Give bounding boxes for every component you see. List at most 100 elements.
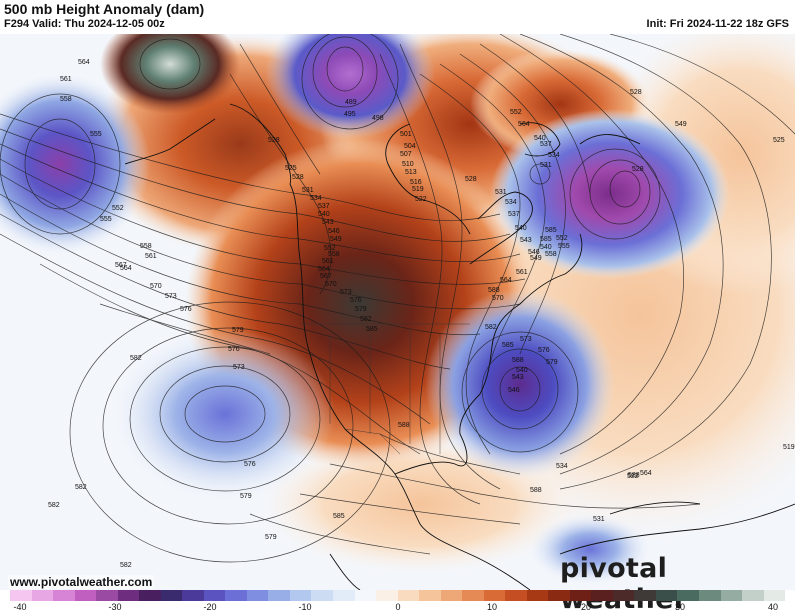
- contour-label: 519: [412, 186, 424, 193]
- contour-label: 552: [324, 245, 336, 252]
- contour-label: 543: [512, 374, 524, 381]
- contour-label: 549: [330, 236, 342, 243]
- contour-label: 549: [530, 255, 542, 262]
- contour-label: 528: [292, 174, 304, 181]
- contour-label: 489: [345, 99, 357, 106]
- colorbar-swatch: [419, 590, 441, 601]
- contour-label: 558: [328, 251, 340, 258]
- contour-label: 558: [60, 96, 72, 103]
- contour-label: 579: [265, 534, 277, 541]
- contour-label: 564: [518, 121, 530, 128]
- contour-label: 588: [398, 422, 410, 429]
- colorbar-swatch: [311, 590, 333, 601]
- contour-label: 582: [120, 562, 132, 569]
- coastlines: [124, 103, 795, 590]
- contour-label: 564: [640, 470, 652, 477]
- contour-label: 552: [556, 235, 568, 242]
- contour-label: 537: [540, 141, 552, 148]
- colorbar-tick-label: -10: [298, 602, 312, 612]
- colorbar-swatch: [332, 590, 355, 601]
- colorbar-tick-label: 20: [580, 602, 592, 612]
- contour-label: 588: [628, 472, 640, 479]
- colorbar-tick-label: 30: [674, 602, 686, 612]
- contour-label: 570: [150, 283, 162, 290]
- contour-label: 546: [508, 387, 520, 394]
- contour-label: 570: [492, 295, 504, 302]
- contour-label: 522: [415, 196, 427, 203]
- colorbar-swatch: [526, 590, 549, 601]
- contour-label: 579: [546, 359, 558, 366]
- colorbar-swatch: [31, 590, 54, 601]
- valid-time: F294 Valid: Thu 2024-12-05 00z: [4, 18, 165, 30]
- contour-label: 501: [400, 131, 412, 138]
- contour-label: 567: [115, 262, 127, 269]
- colorbar-swatch: [289, 590, 312, 601]
- contour-label: 543: [322, 219, 334, 226]
- colorbar-swatch: [505, 590, 527, 601]
- contour-label: 582: [130, 355, 142, 362]
- contour-label: 534: [548, 152, 560, 159]
- contour-label: 498: [372, 115, 384, 122]
- contour-label: 573: [165, 293, 177, 300]
- contour-label: 549: [675, 121, 687, 128]
- contour-label: 540: [534, 135, 546, 142]
- contour-label: 576: [538, 347, 550, 354]
- borders: [300, 323, 470, 455]
- contour-label: 546: [328, 228, 340, 235]
- colorbar-swatch: [634, 590, 656, 601]
- contour-label: 525: [773, 137, 785, 144]
- contour-label: 576: [244, 461, 256, 468]
- colorbar-swatch: [440, 590, 463, 601]
- contour-label: 513: [405, 169, 417, 176]
- colorbar-swatch: [354, 590, 377, 601]
- anomaly-map[interactable]: 564 561 558 555 552 555 558 561 564 567 570 573 576 5…: [0, 34, 795, 590]
- contour-label: 528: [632, 166, 644, 173]
- colorbar-swatch: [10, 590, 32, 601]
- colorbar-swatch: [268, 590, 290, 601]
- contour-label: 576: [350, 297, 362, 304]
- contour-label: 525: [285, 165, 297, 172]
- contour-label: 528: [268, 137, 280, 144]
- contour-label: 531: [593, 516, 605, 523]
- colorbar-tick-label: 40: [767, 602, 779, 612]
- map-canvas: 5645615585555525555585615645675705735765…: [0, 34, 795, 590]
- contour-label: 555: [558, 243, 570, 250]
- contour-label: 579: [232, 327, 244, 334]
- contour-label: 519: [783, 444, 795, 451]
- colorbar-tick-label: 10: [486, 602, 498, 612]
- colorbar-swatch: [397, 590, 420, 601]
- contour-label: 588: [488, 287, 500, 294]
- contour-label: 573: [233, 364, 245, 371]
- map-header: 500 mb Height Anomaly (dam) F294 Valid: …: [0, 0, 795, 34]
- contour-label: 555: [100, 216, 112, 223]
- contour-label: 555: [90, 131, 102, 138]
- colorbar-swatch: [376, 590, 398, 601]
- contour-label: 546: [528, 249, 540, 256]
- contour-label: 579: [355, 306, 367, 313]
- contour-label: 579: [240, 493, 252, 500]
- contour-label: 510: [402, 161, 414, 168]
- website-url[interactable]: www.pivotalweather.com: [8, 575, 155, 589]
- colorbar-swatch: [548, 590, 570, 601]
- contour-label: 561: [516, 269, 528, 276]
- contour-label: 528: [465, 176, 477, 183]
- contour-label: 573: [340, 289, 352, 296]
- colorbar-swatch: [569, 590, 592, 601]
- contour-label: 537: [508, 211, 520, 218]
- colorbar-swatch: [139, 590, 161, 601]
- contour-label: 582: [360, 316, 372, 323]
- contour-label: 531: [495, 189, 507, 196]
- contour-label: 543: [520, 237, 532, 244]
- contour-label: 564: [78, 59, 90, 66]
- contour-label: 582: [48, 502, 60, 509]
- contour-label: 534: [556, 463, 568, 470]
- contour-label: 507: [400, 151, 412, 158]
- colorbar-swatch: [742, 590, 764, 601]
- colorbar-tick-label: -30: [108, 602, 122, 612]
- contour-label: 540: [515, 225, 527, 232]
- contour-label: 531: [302, 187, 314, 194]
- contour-label: 552: [112, 205, 124, 212]
- contour-label: 528: [630, 89, 642, 96]
- colorbar-swatch: [591, 590, 613, 601]
- contour-label: 558: [545, 251, 557, 258]
